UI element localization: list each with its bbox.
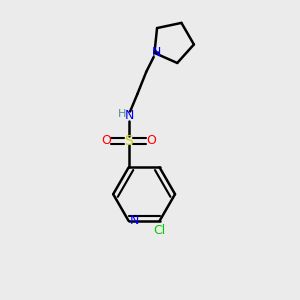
Text: S: S	[124, 134, 133, 148]
Text: N: N	[130, 214, 139, 227]
Text: N: N	[125, 110, 134, 122]
Text: Cl: Cl	[153, 224, 166, 237]
Text: O: O	[102, 134, 112, 147]
Text: H: H	[118, 110, 126, 119]
Text: O: O	[146, 134, 156, 147]
Text: N: N	[152, 46, 161, 59]
